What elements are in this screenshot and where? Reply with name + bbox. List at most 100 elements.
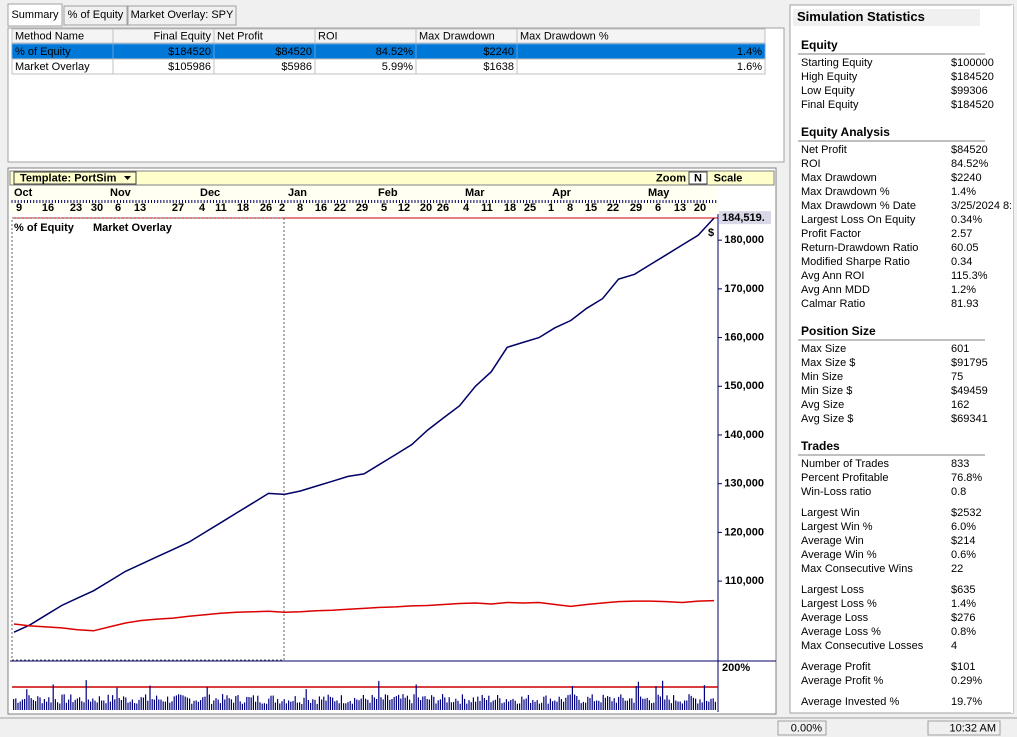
cell-text: $2240	[483, 46, 514, 58]
stat-value: 75	[951, 371, 963, 383]
position-bar	[217, 699, 219, 710]
stat-label: Return-Drawdown Ratio	[801, 242, 918, 254]
position-bar	[697, 703, 699, 710]
position-bar	[296, 702, 298, 710]
position-bar	[514, 700, 516, 710]
position-bar	[314, 699, 316, 710]
section-title: Trades	[801, 439, 840, 453]
position-bar	[160, 699, 162, 710]
zoom-button[interactable]: Zoom	[656, 172, 686, 184]
position-bar	[521, 696, 523, 710]
position-bar	[530, 702, 532, 710]
position-bar	[208, 694, 210, 710]
position-bar	[329, 696, 331, 710]
position-bar	[59, 703, 61, 710]
tab[interactable]	[7, 3, 63, 27]
position-bar	[252, 695, 254, 710]
position-bar	[76, 698, 78, 710]
position-bar	[439, 699, 441, 710]
position-bar	[140, 697, 142, 710]
position-bar	[340, 695, 342, 710]
position-bar	[241, 703, 243, 710]
position-bar	[714, 701, 716, 710]
scale-button[interactable]: Scale	[714, 172, 743, 184]
position-bar	[17, 702, 19, 710]
position-bar	[211, 703, 213, 710]
position-bar	[87, 699, 89, 710]
position-bar	[428, 699, 430, 710]
table-cell[interactable]	[516, 58, 766, 75]
position-bar	[98, 696, 100, 710]
position-bar	[332, 697, 334, 710]
position-bar	[615, 702, 617, 710]
stat-value: 2.57	[951, 228, 972, 240]
stat-label: Final Equity	[801, 99, 859, 111]
position-bar	[107, 694, 109, 710]
position-bar	[611, 701, 613, 710]
section-title: Equity	[801, 38, 838, 52]
stat-label: Largest Win %	[801, 521, 873, 533]
n-box[interactable]	[688, 171, 708, 185]
position-bar	[35, 701, 37, 710]
position-bar	[323, 696, 325, 710]
position-bar	[411, 703, 413, 710]
stat-label: Win-Loss ratio	[801, 486, 871, 498]
position-bar	[343, 703, 345, 710]
cell-text: 1.6%	[737, 61, 762, 73]
stats-title-box	[793, 9, 980, 26]
position-bar	[321, 699, 323, 710]
position-bar	[554, 700, 556, 710]
header-label: Final Equity	[154, 30, 212, 42]
position-bar	[516, 703, 518, 710]
position-bar	[156, 695, 158, 710]
cell-text: $1638	[483, 61, 514, 73]
y-tick-label: 110,000	[725, 575, 764, 587]
position-bar	[547, 703, 549, 710]
tab[interactable]	[127, 5, 237, 26]
position-bar	[692, 697, 694, 710]
position-bar	[659, 696, 661, 710]
position-bar	[501, 703, 503, 710]
position-bar	[327, 694, 329, 710]
position-bar	[395, 696, 397, 710]
position-bar	[453, 701, 455, 710]
template-button[interactable]	[13, 171, 137, 185]
day-label: 2	[279, 202, 285, 214]
table-cell[interactable]	[516, 43, 766, 60]
stat-value: 81.93	[951, 298, 979, 310]
position-bar	[149, 685, 151, 710]
position-bar	[285, 703, 287, 710]
stat-value: 0.6%	[951, 549, 976, 561]
position-bar	[354, 697, 356, 710]
position-bar	[448, 697, 450, 710]
position-bar	[213, 700, 215, 710]
last-value-box	[719, 211, 771, 225]
stat-label: High Equity	[801, 71, 858, 83]
stat-label: Min Size	[801, 371, 843, 383]
day-label: 8	[297, 202, 303, 214]
position-bar	[79, 697, 81, 710]
position-bar	[96, 702, 98, 710]
position-bar	[710, 698, 712, 710]
stat-value: $214	[951, 535, 975, 547]
position-bar	[288, 700, 290, 710]
position-bar	[277, 699, 279, 710]
position-bar	[571, 686, 573, 710]
stat-label: Starting Equity	[801, 57, 873, 69]
stat-value: 0.8	[951, 486, 966, 498]
tab[interactable]	[63, 5, 128, 26]
day-label: 4	[199, 202, 206, 214]
position-bar	[637, 681, 639, 710]
day-label: 22	[607, 202, 619, 214]
position-bar	[402, 694, 404, 710]
position-bar	[455, 698, 457, 710]
position-bar	[525, 698, 527, 710]
n-button[interactable]: N	[694, 172, 702, 184]
position-bar	[578, 699, 580, 710]
stat-value: 22	[951, 563, 963, 575]
position-bar	[508, 701, 510, 710]
position-bar	[556, 701, 558, 710]
position-bar	[369, 702, 371, 710]
position-bar	[358, 700, 360, 710]
day-label: 13	[134, 202, 146, 214]
